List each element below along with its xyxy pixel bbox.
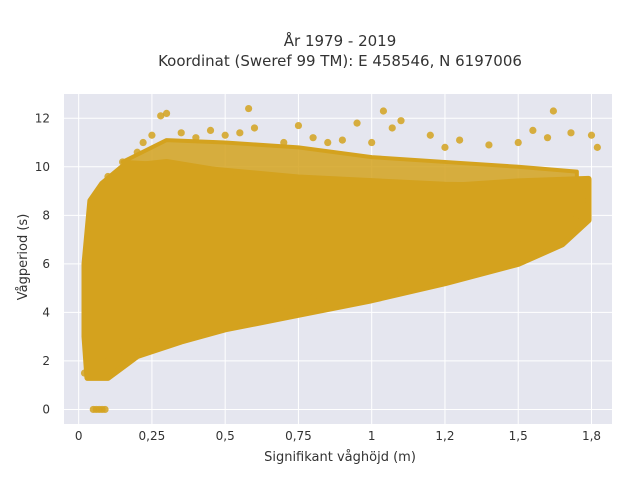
data-point [397,274,405,283]
data-point [157,112,165,120]
data-point [514,138,522,147]
data-point [353,119,361,127]
data-point [280,138,288,147]
data-point [236,129,244,137]
data-point [192,320,200,329]
data-point [83,260,92,268]
data-point [206,126,215,134]
data-point [245,104,253,113]
x-tick-label: 0,25 [139,429,166,443]
data-point [309,134,317,142]
data-points [80,104,601,414]
data-point [397,117,405,125]
data-point [83,308,92,316]
y-tick-label: 12 [35,111,50,125]
data-point [119,158,127,166]
data-point [573,211,581,219]
x-tick-label: 0,75 [285,429,312,443]
x-tick-label: 1,5 [509,429,528,443]
x-tick-label: 1 [368,429,376,443]
data-point [280,301,288,309]
data-point [456,260,464,268]
data-point [338,286,346,295]
data-point [294,121,303,130]
data-point [148,131,156,139]
data-point [582,187,590,195]
data-point [593,143,601,151]
data-point [485,250,493,258]
y-tick-label: 2 [42,354,50,368]
point-cloud [81,138,592,381]
x-tick-label: 1,8 [582,429,601,443]
upper-point-region [120,138,579,189]
x-tick-label: 0,5 [216,429,235,443]
data-point [133,337,141,346]
data-point [101,405,109,414]
data-point [250,308,259,316]
data-point [338,136,346,144]
data-point [426,267,434,275]
chart-title: År 1979 - 2019 Koordinat (Sweref 99 TM):… [158,31,522,70]
data-point [441,143,449,151]
data-point [86,223,94,232]
y-axis-ticks: 0 2 4 6 8 10 12 [35,111,50,416]
data-point [221,311,229,319]
data-point [177,129,185,137]
data-point [549,107,557,115]
data-point [119,347,127,355]
data-point [543,134,552,142]
y-axis-label: Vågperiod (s) [16,214,31,301]
data-point [379,107,388,115]
x-axis-ticks: 0 0,25 0,5 0,75 1 1,2 1,5 1,8 [75,429,601,443]
y-tick-label: 8 [42,208,50,222]
data-point [133,148,141,156]
data-point [221,131,229,139]
data-point [567,129,575,137]
data-point [324,138,332,147]
y-tick-label: 6 [42,257,50,271]
x-axis-label: Signifikant våghöjd (m) [264,450,416,465]
data-point [426,131,434,139]
x-tick-label: 1,2 [435,429,454,443]
data-point [579,197,587,205]
data-point [89,199,97,207]
data-point [388,124,396,132]
data-point [309,294,317,302]
data-point [83,345,92,353]
data-point [104,172,112,181]
data-point [162,328,171,336]
data-point [529,126,537,134]
data-point [587,131,596,139]
y-tick-label: 10 [35,160,50,174]
y-tick-label: 0 [42,402,50,416]
data-point [514,240,522,249]
data-point [80,369,89,377]
chart-title-line-2: Koordinat (Sweref 99 TM): E 458546, N 61… [158,52,522,70]
data-point [368,279,376,287]
data-point [368,138,376,147]
x-tick-label: 0 [75,429,83,443]
data-point [456,136,464,144]
y-tick-label: 4 [42,305,50,319]
chart-title-line-1: År 1979 - 2019 [284,31,397,50]
data-point [139,138,147,147]
data-point [104,357,112,365]
data-point [192,134,200,142]
data-point [250,124,259,132]
data-point [162,109,171,118]
data-point [543,228,552,236]
data-point [485,141,493,149]
